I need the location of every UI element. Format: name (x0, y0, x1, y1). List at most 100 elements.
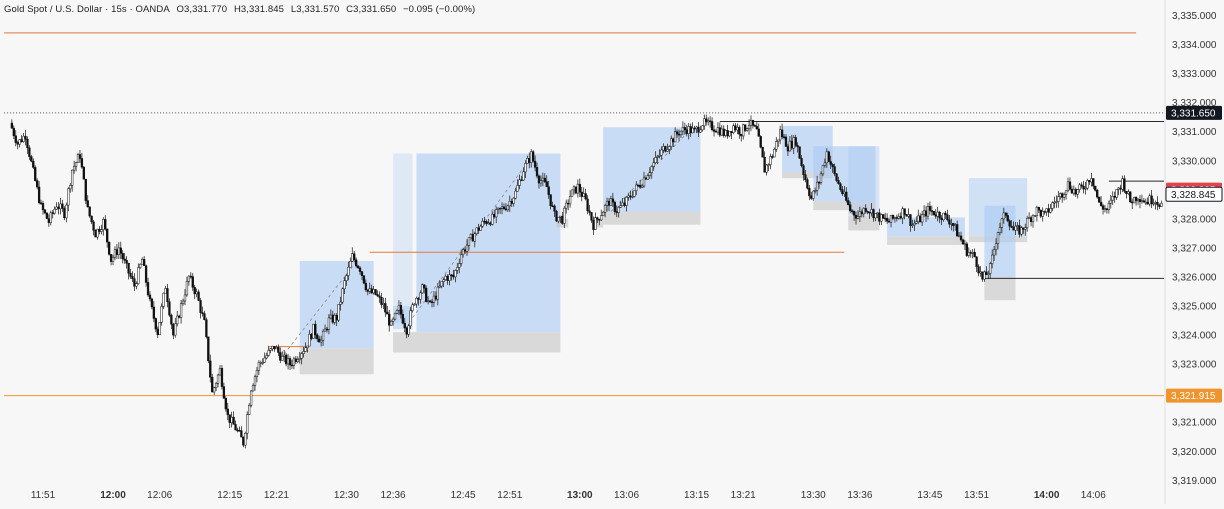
candle[interactable] (104, 215, 107, 231)
candle[interactable] (944, 210, 947, 219)
candle[interactable] (199, 298, 202, 319)
candle[interactable] (51, 209, 54, 219)
candle[interactable] (913, 219, 916, 231)
candle[interactable] (181, 298, 185, 306)
candle[interactable] (732, 123, 735, 135)
candle[interactable] (1084, 181, 1087, 195)
candle[interactable] (395, 309, 399, 315)
zone-box[interactable] (813, 201, 876, 211)
candle[interactable] (588, 205, 591, 216)
candle[interactable] (1136, 197, 1140, 205)
candle[interactable] (1088, 179, 1091, 185)
candle[interactable] (720, 125, 723, 136)
candle[interactable] (884, 212, 887, 223)
candle[interactable] (131, 271, 134, 282)
zone-box[interactable] (984, 205, 1016, 277)
candle[interactable] (749, 115, 753, 132)
candle[interactable] (1086, 178, 1089, 191)
candle[interactable] (141, 257, 144, 265)
candle[interactable] (849, 201, 852, 214)
candle[interactable] (664, 145, 667, 153)
candle[interactable] (314, 320, 317, 339)
candle[interactable] (1072, 185, 1075, 196)
candle[interactable] (232, 411, 235, 425)
candle[interactable] (72, 160, 76, 174)
candle[interactable] (154, 317, 157, 333)
candle[interactable] (1138, 195, 1142, 209)
candle[interactable] (839, 182, 842, 192)
candle[interactable] (1144, 198, 1147, 206)
candle[interactable] (415, 296, 418, 308)
candle[interactable] (1158, 203, 1161, 210)
candle[interactable] (393, 312, 397, 321)
candle[interactable] (734, 123, 737, 132)
candle[interactable] (971, 249, 974, 259)
candle[interactable] (1156, 196, 1159, 211)
candle[interactable] (574, 186, 578, 195)
candle[interactable] (808, 185, 811, 201)
candle[interactable] (796, 142, 799, 153)
candle[interactable] (602, 210, 605, 216)
candle[interactable] (961, 238, 965, 245)
candle[interactable] (201, 306, 204, 317)
candle[interactable] (248, 403, 251, 416)
candle[interactable] (403, 317, 406, 333)
candle[interactable] (222, 382, 226, 399)
candle[interactable] (319, 335, 323, 347)
candle[interactable] (747, 119, 751, 135)
candle[interactable] (633, 190, 636, 198)
candle[interactable] (773, 147, 776, 158)
candle[interactable] (109, 254, 113, 266)
candle[interactable] (18, 139, 21, 148)
candle[interactable] (343, 277, 346, 295)
candle[interactable] (12, 125, 15, 139)
candle[interactable] (312, 323, 315, 339)
candle[interactable] (516, 179, 519, 192)
candle[interactable] (117, 242, 121, 259)
zone-box[interactable] (603, 211, 701, 225)
candle[interactable] (561, 211, 564, 225)
candle[interactable] (590, 212, 593, 223)
candle[interactable] (234, 420, 237, 431)
candle[interactable] (1134, 196, 1138, 206)
candle[interactable] (1037, 206, 1040, 214)
candle[interactable] (1117, 187, 1120, 196)
candle[interactable] (882, 213, 885, 219)
candle[interactable] (1154, 200, 1157, 210)
candle[interactable] (611, 192, 615, 207)
candle[interactable] (158, 321, 161, 336)
candle[interactable] (584, 188, 587, 201)
candle[interactable] (1160, 200, 1163, 208)
zone-box[interactable] (984, 276, 1016, 301)
candle[interactable] (522, 167, 525, 181)
candle[interactable] (841, 185, 844, 196)
candle[interactable] (347, 261, 350, 281)
candle[interactable] (207, 336, 210, 364)
candle[interactable] (185, 276, 189, 297)
candle[interactable] (76, 152, 80, 163)
candle[interactable] (43, 208, 47, 215)
candle[interactable] (1119, 184, 1122, 195)
candle[interactable] (178, 314, 181, 319)
candle[interactable] (979, 266, 982, 277)
candle[interactable] (1096, 188, 1099, 199)
candle[interactable] (810, 191, 813, 201)
candle[interactable] (84, 178, 87, 205)
candle[interactable] (481, 218, 484, 228)
candle[interactable] (460, 249, 463, 267)
candle[interactable] (646, 173, 650, 180)
candle[interactable] (922, 205, 926, 218)
candle[interactable] (994, 238, 998, 256)
candle[interactable] (129, 269, 132, 279)
candle[interactable] (775, 137, 778, 153)
candle[interactable] (1113, 191, 1116, 203)
candle[interactable] (80, 152, 84, 169)
candle[interactable] (174, 317, 177, 338)
candle[interactable] (152, 301, 156, 323)
candle[interactable] (570, 189, 574, 197)
candle[interactable] (156, 326, 159, 338)
candle[interactable] (555, 209, 558, 223)
candle[interactable] (751, 119, 755, 129)
candle[interactable] (259, 360, 262, 368)
